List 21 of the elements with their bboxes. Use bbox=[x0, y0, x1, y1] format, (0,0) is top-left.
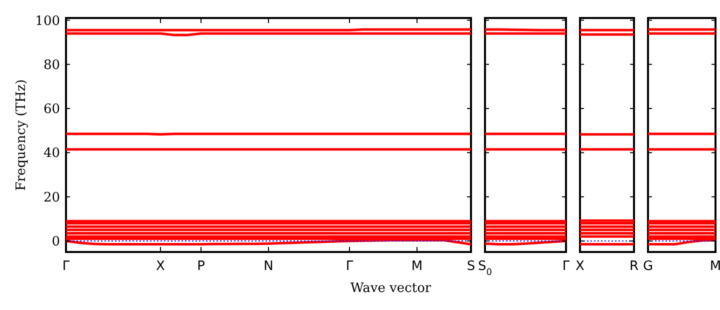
x-tick-label: N bbox=[264, 259, 274, 274]
x-tick-label: G bbox=[642, 259, 654, 274]
x-tick-label: P bbox=[197, 259, 206, 274]
y-axis-title: Frequency (THz) bbox=[14, 79, 29, 191]
x-tick-label: X bbox=[576, 259, 585, 274]
x-tick-label: S bbox=[466, 259, 476, 274]
y-tick-label: 60 bbox=[43, 102, 60, 118]
y-tick-label: 40 bbox=[43, 146, 60, 162]
y-tick-label: 0 bbox=[52, 234, 60, 250]
y-tick-label: 20 bbox=[43, 190, 60, 206]
x-axis-title: Wave vector bbox=[350, 281, 432, 296]
x-tick-label: M bbox=[411, 259, 423, 274]
x-tick-label: Γ bbox=[346, 259, 354, 274]
x-tick-label: S$_{0}$ bbox=[478, 259, 492, 278]
x-tick-label: R bbox=[629, 259, 639, 274]
x-tick-label: Γ bbox=[62, 259, 70, 274]
x-tick-label: M bbox=[710, 259, 720, 274]
y-tick-label: 80 bbox=[43, 58, 60, 73]
x-tick-label: X bbox=[156, 259, 166, 274]
y-tick-label: 100 bbox=[35, 14, 60, 29]
x-tick-label: Γ bbox=[562, 259, 570, 274]
